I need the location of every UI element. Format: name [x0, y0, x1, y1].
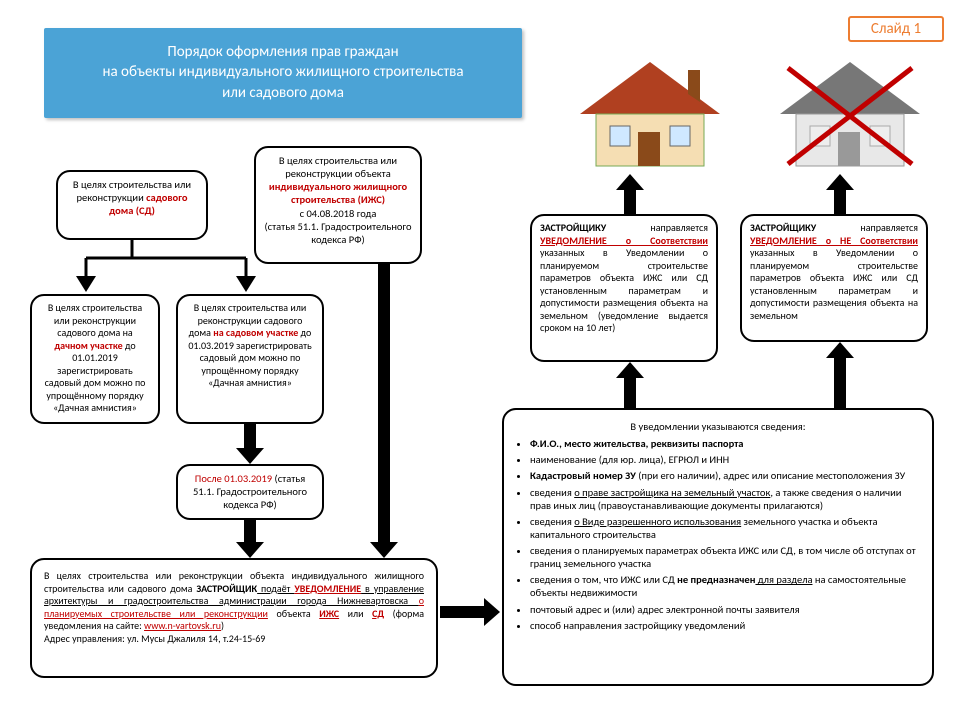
- node-izhs: В целях строительства или реконструкции …: [254, 146, 422, 264]
- house-ok-icon: [570, 54, 730, 174]
- n3-pre: В целях строительства или реконструкции …: [48, 301, 142, 339]
- title-text: Порядок оформления прав гражданна объект…: [102, 43, 463, 102]
- arrow-info-ok: [616, 362, 644, 408]
- node-sadovom: В целях строительства или реконструкции …: [176, 294, 324, 424]
- n6-d: УВЕДОМЛЕНИЕ: [294, 582, 361, 595]
- no-b: направляется: [816, 221, 918, 234]
- node-info: В уведомлении указываются сведения: Ф.И.…: [502, 408, 934, 686]
- arrow-n4-n5: [236, 424, 264, 464]
- arrow-no-house: [826, 174, 854, 214]
- info-title: В уведомлении указываются сведения:: [516, 420, 920, 433]
- form-link[interactable]: www.n-vartovsk.ru: [144, 619, 221, 632]
- info-item: Ф.И.О., место жительства, реквизиты пасп…: [530, 437, 920, 450]
- arrow-ok-house: [616, 174, 644, 214]
- house-no-icon: [770, 54, 930, 174]
- slide-badge-text: Слайд 1: [871, 20, 921, 38]
- info-item: наименование (для юр. лица), ЕГРЮЛ и ИНН: [530, 453, 920, 466]
- ok-a: ЗАСТРОЙЩИКУ: [540, 221, 606, 234]
- slide-badge: Слайд 1: [848, 16, 944, 42]
- info-item: почтовый адрес и (или) адрес электронной…: [530, 603, 920, 616]
- no-c: УВЕДОМЛЕНИЕ о НЕ Соответствии: [750, 234, 918, 247]
- info-item: сведения о праве застройщика на земельны…: [530, 486, 920, 512]
- n2-post: (статья 51.1. Градостроительного кодекса…: [264, 220, 411, 246]
- info-list: Ф.И.О., место жительства, реквизиты пасп…: [530, 437, 920, 632]
- arrow-info-no: [826, 342, 854, 408]
- arrow-n5-n6: [236, 520, 264, 558]
- connector-n1-split: [54, 240, 264, 298]
- node-sd: В целях строительства или реконструкции …: [56, 170, 208, 240]
- arrow-n2-n6: [370, 264, 398, 558]
- no-a: ЗАСТРОЙЩИКУ: [750, 221, 816, 234]
- n6-g: объекта: [268, 607, 319, 620]
- n2-red: индивидуального жилищного строительства …: [269, 180, 407, 206]
- no-d: указанных в Уведомлении о планируемом ст…: [750, 246, 918, 322]
- ok-d: указанных в Уведомлении о планируемом ст…: [540, 246, 708, 334]
- node-notify-ok: ЗАСТРОЙЩИКУ направляется УВЕДОМЛЕНИЕ о С…: [530, 214, 718, 362]
- n2-mid: с 04.08.2018 года: [300, 207, 377, 220]
- n2-pre: В целях строительства или реконструкции …: [279, 154, 397, 180]
- ok-b: направляется: [606, 221, 708, 234]
- node-developer-notice: В целях строительства или реконструкции …: [30, 558, 438, 678]
- node-notify-no: ЗАСТРОЙЩИКУ направляется УВЕДОМЛЕНИЕ о Н…: [740, 214, 928, 342]
- title-box: Порядок оформления прав гражданна объект…: [44, 28, 522, 118]
- node-dachny: В целях строительства или реконструкции …: [30, 294, 160, 424]
- info-item: Кадастровый номер ЗУ (при его наличии), …: [530, 469, 920, 482]
- info-item: способ направления застройщику уведомлен…: [530, 619, 920, 632]
- n3-red: дачном участке: [54, 339, 122, 352]
- n6-h: ИЖС: [319, 607, 339, 620]
- n6-b: ЗАСТРОЙЩИК: [196, 582, 257, 595]
- info-item: сведения о планируемых параметрах объект…: [530, 544, 920, 570]
- n5-red: После 01.03.2019: [195, 472, 272, 485]
- n4-red: на садовом участке: [213, 326, 298, 339]
- n6-c: подаёт: [257, 582, 294, 595]
- n6-i: или: [339, 607, 372, 620]
- n6-j: СД: [372, 607, 384, 620]
- info-item: сведения о том, что ИЖС или СД не предна…: [530, 573, 920, 599]
- n6-addr: Адрес управления: ул. Мусы Джалиля 14, т…: [44, 632, 265, 645]
- arrow-n6-info: [440, 598, 500, 626]
- node-after0319: После 01.03.2019 (статья 51.1. Градостро…: [176, 464, 324, 520]
- info-item: сведения о Виде разрешенного использован…: [530, 515, 920, 541]
- ok-c: УВЕДОМЛЕНИЕ о Соответствии: [540, 234, 708, 247]
- n6-l: ): [221, 619, 224, 632]
